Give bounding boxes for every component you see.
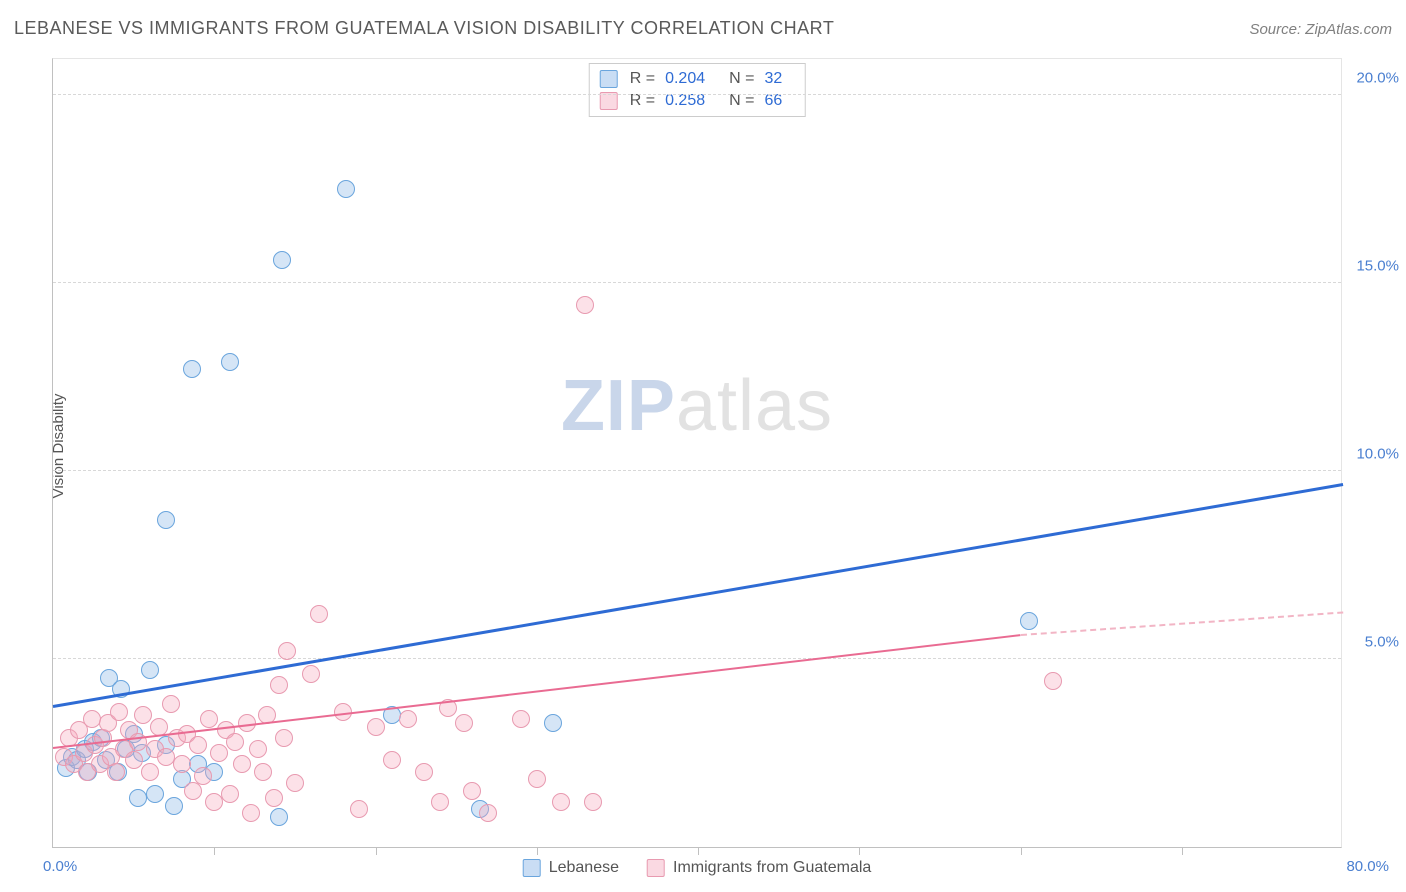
trendline-pink-extrapolated <box>1020 612 1343 637</box>
legend-label: Lebanese <box>549 859 619 877</box>
data-point <box>226 733 244 751</box>
trendline-blue <box>53 483 1344 708</box>
swatch-pink <box>647 859 665 877</box>
data-point <box>221 353 239 371</box>
y-tick-label: 5.0% <box>1365 633 1399 650</box>
data-point <box>242 804 260 822</box>
data-point <box>576 296 594 314</box>
data-point <box>367 718 385 736</box>
data-point <box>265 789 283 807</box>
x-tick <box>537 847 538 855</box>
swatch-blue <box>600 70 618 88</box>
data-point <box>270 808 288 826</box>
data-point <box>249 740 267 758</box>
data-point <box>110 703 128 721</box>
data-point <box>1020 612 1038 630</box>
chart-title: LEBANESE VS IMMIGRANTS FROM GUATEMALA VI… <box>14 18 834 39</box>
y-tick-label: 10.0% <box>1356 445 1399 462</box>
header: LEBANESE VS IMMIGRANTS FROM GUATEMALA VI… <box>14 18 1392 39</box>
data-point <box>399 710 417 728</box>
r-label: R = <box>630 92 655 110</box>
plot-area: ZIPatlas R = 0.204 N = 32 R = 0.258 N = … <box>52 58 1342 848</box>
data-point <box>221 785 239 803</box>
data-point <box>270 676 288 694</box>
data-point <box>479 804 497 822</box>
data-point <box>415 763 433 781</box>
data-point <box>146 785 164 803</box>
legend-series: Lebanese Immigrants from Guatemala <box>523 859 872 877</box>
data-point <box>431 793 449 811</box>
n-label: N = <box>729 70 754 88</box>
watermark-rest: atlas <box>676 366 833 446</box>
x-origin-label: 0.0% <box>43 858 77 875</box>
x-tick <box>1182 847 1183 855</box>
data-point <box>337 180 355 198</box>
data-point <box>134 706 152 724</box>
data-point <box>183 360 201 378</box>
data-point <box>383 751 401 769</box>
r-value: 0.204 <box>665 70 705 88</box>
data-point <box>184 782 202 800</box>
gridline <box>53 282 1341 283</box>
x-max-label: 80.0% <box>1346 858 1389 875</box>
data-point <box>210 744 228 762</box>
swatch-pink <box>600 92 618 110</box>
x-tick <box>1021 847 1022 855</box>
data-point <box>1044 672 1062 690</box>
n-label: N = <box>729 92 754 110</box>
trendline-pink <box>53 634 1021 749</box>
data-point <box>233 755 251 773</box>
data-point <box>83 710 101 728</box>
data-point <box>141 661 159 679</box>
x-tick <box>698 847 699 855</box>
data-point <box>278 642 296 660</box>
data-point <box>455 714 473 732</box>
data-point <box>302 665 320 683</box>
data-point <box>189 736 207 754</box>
swatch-blue <box>523 859 541 877</box>
data-point <box>350 800 368 818</box>
data-point <box>162 695 180 713</box>
legend-label: Immigrants from Guatemala <box>673 859 871 877</box>
watermark-bold: ZIP <box>561 366 676 446</box>
y-tick-label: 20.0% <box>1356 69 1399 86</box>
legend-stats: R = 0.204 N = 32 R = 0.258 N = 66 <box>589 63 806 117</box>
gridline <box>53 94 1341 95</box>
legend-item: Immigrants from Guatemala <box>647 859 871 877</box>
gridline <box>53 470 1341 471</box>
legend-item: Lebanese <box>523 859 619 877</box>
r-value: 0.258 <box>665 92 705 110</box>
data-point <box>107 763 125 781</box>
data-point <box>584 793 602 811</box>
watermark: ZIPatlas <box>561 365 833 447</box>
r-label: R = <box>630 70 655 88</box>
data-point <box>273 251 291 269</box>
data-point <box>275 729 293 747</box>
data-point <box>125 751 143 769</box>
data-point <box>194 767 212 785</box>
data-point <box>552 793 570 811</box>
data-point <box>286 774 304 792</box>
n-value: 66 <box>764 92 782 110</box>
y-tick-label: 15.0% <box>1356 257 1399 274</box>
data-point <box>254 763 272 781</box>
source-attribution: Source: ZipAtlas.com <box>1249 21 1392 38</box>
legend-stats-row: R = 0.204 N = 32 <box>600 68 795 90</box>
data-point <box>463 782 481 800</box>
data-point <box>310 605 328 623</box>
gridline <box>53 658 1341 659</box>
data-point <box>528 770 546 788</box>
n-value: 32 <box>764 70 782 88</box>
x-tick <box>376 847 377 855</box>
data-point <box>165 797 183 815</box>
data-point <box>157 511 175 529</box>
data-point <box>544 714 562 732</box>
x-tick <box>859 847 860 855</box>
data-point <box>141 763 159 781</box>
data-point <box>173 755 191 773</box>
x-tick <box>214 847 215 855</box>
data-point <box>512 710 530 728</box>
data-point <box>200 710 218 728</box>
